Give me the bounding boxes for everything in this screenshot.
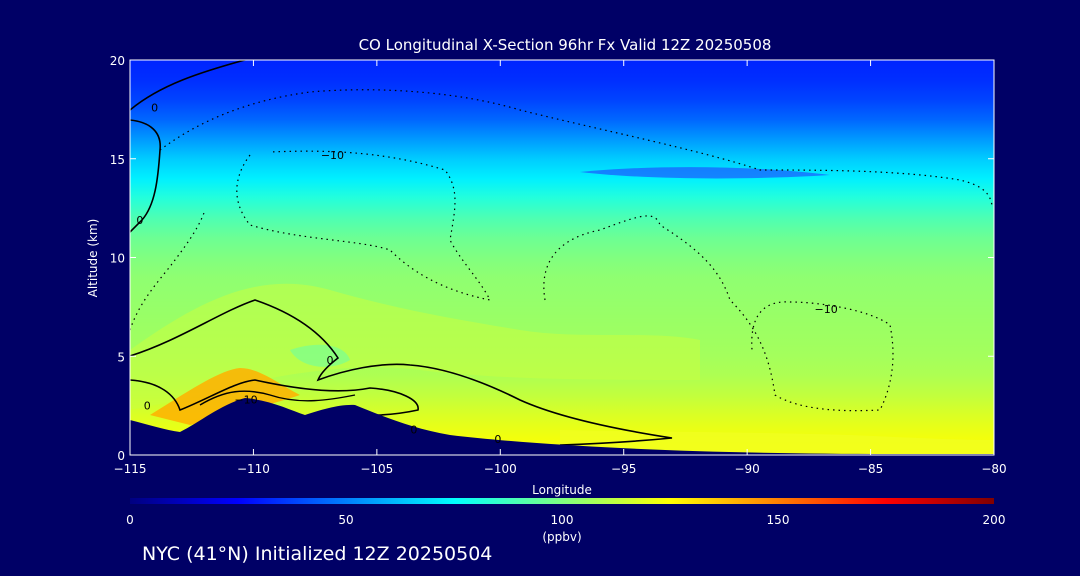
mid-level-high-co-band xyxy=(130,283,700,410)
colorbar-tick-label: 150 xyxy=(767,513,790,527)
contour-label: 0 xyxy=(410,423,417,436)
x-tick-label: −95 xyxy=(611,462,636,476)
contour-labels: 0 −10 0 0 −10 0 0 0 −10 xyxy=(136,101,837,446)
colorbar-tick-label: 50 xyxy=(338,513,353,527)
y-tick-label: 20 xyxy=(110,54,125,68)
contour-line-neg10-dotted-left-edge xyxy=(130,209,206,331)
colorbar-ticks: 0 50 100 150 200 xyxy=(126,513,1005,527)
x-tick-label: −90 xyxy=(734,462,759,476)
contour-label: 0 xyxy=(326,354,333,367)
contour-label: 0 xyxy=(144,400,151,413)
contour-label: −10 xyxy=(321,149,344,162)
x-tick-label: −100 xyxy=(484,462,517,476)
contour-lines xyxy=(130,60,993,446)
terrain-mask xyxy=(130,398,994,455)
colorbar-units: (ppbv) xyxy=(542,530,581,544)
x-axis: −115 −110 −105 −100 −95 −90 −85 −80 xyxy=(114,60,1007,476)
y-tick-label: 10 xyxy=(110,252,125,266)
initialization-caption: NYC (41°N) Initialized 12Z 20250504 xyxy=(142,543,493,565)
colorbar-tick-label: 100 xyxy=(551,513,574,527)
y-tick-label: 15 xyxy=(110,153,125,167)
contour-label: 0 xyxy=(494,433,501,446)
y-axis-label: Altitude (km) xyxy=(86,219,100,298)
colorbar-tick-label: 200 xyxy=(983,513,1006,527)
contour-line-neg10-lower xyxy=(199,390,356,406)
contour-line-0-top xyxy=(130,60,248,111)
x-tick-label: −115 xyxy=(114,462,147,476)
upper-blue-tongue xyxy=(580,167,830,179)
x-tick-label: −105 xyxy=(360,462,393,476)
contour-line-neg10-dotted-left xyxy=(236,150,492,301)
x-tick-label: −80 xyxy=(981,462,1006,476)
y-tick-label: 0 xyxy=(117,449,125,463)
colorbar-gradient xyxy=(130,498,994,504)
contour-line-0-lower xyxy=(130,379,419,417)
contour-label: −10 xyxy=(815,303,838,316)
plot-area: 0 −10 0 0 −10 0 0 0 −10 xyxy=(130,60,994,455)
contour-line-0-mid xyxy=(130,299,673,446)
x-tick-label: −110 xyxy=(237,462,270,476)
colorbar: 0 50 100 150 200 (ppbv) xyxy=(126,498,1005,544)
chart-title: CO Longitudinal X-Section 96hr Fx Valid … xyxy=(359,36,772,54)
surface-yellow-band xyxy=(560,430,994,455)
contour-label: 0 xyxy=(151,101,158,114)
x-axis-label: Longitude xyxy=(532,483,592,497)
y-tick-label: 5 xyxy=(117,350,125,364)
contour-label: −10 xyxy=(234,394,257,407)
contour-label: 0 xyxy=(136,214,143,227)
x-tick-label: −85 xyxy=(858,462,883,476)
colorbar-tick-label: 0 xyxy=(126,513,134,527)
y-axis: 0 5 10 15 20 xyxy=(110,54,994,463)
contour-line-0-upper xyxy=(130,119,161,233)
